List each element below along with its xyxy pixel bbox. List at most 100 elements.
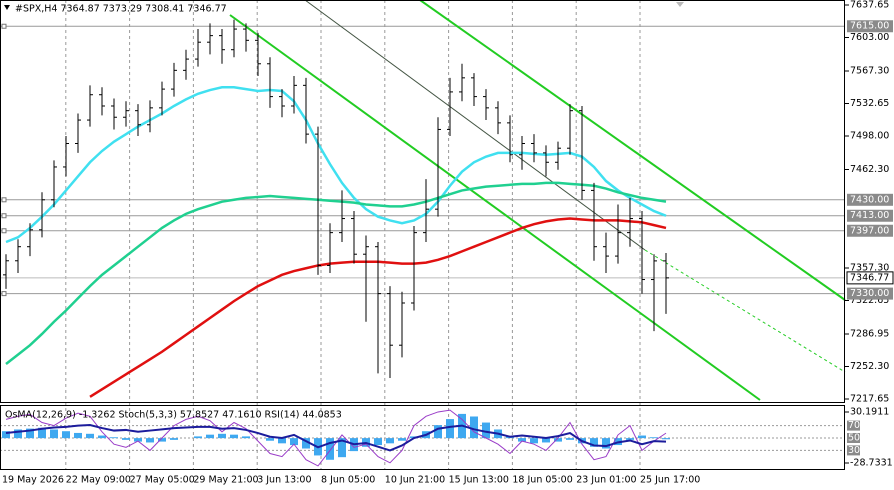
y2-tick-label: 30 (848, 445, 860, 456)
scroll-icon (676, 2, 684, 7)
x-tick-label: 23 Jun 01:00 (576, 475, 636, 486)
current-price-label: 7346.77 (850, 272, 889, 283)
x-tick-label: 8 Jun 05:00 (321, 475, 375, 486)
histogram-bar (110, 437, 118, 439)
histogram-bar (74, 432, 82, 439)
plot (2, 19, 670, 467)
moving-average (5, 85, 667, 244)
histogram-bar (278, 438, 286, 444)
level-handle (1, 291, 7, 297)
histogram-bar (14, 429, 22, 439)
level-label-box (847, 224, 893, 237)
x-tick-label: 19 May 2026 (2, 475, 64, 486)
level-label: 7330.00 (850, 288, 889, 299)
y-tick-label: 7322.65 (850, 295, 889, 306)
histogram-bar (26, 428, 34, 439)
histogram-bar (446, 419, 454, 439)
histogram-bar (398, 438, 406, 441)
x-tick-label: 25 Jun 17:00 (640, 475, 700, 486)
level-handle (1, 213, 7, 219)
histogram-bar (170, 438, 178, 440)
y-tick-label: 30.1911 (850, 407, 889, 418)
y-tick-label: 7532.65 (850, 98, 889, 109)
y-tick-label: -28.7331 (850, 458, 893, 469)
x-tick-label: 18 Jun 05:00 (512, 475, 572, 486)
histogram-bar (518, 438, 526, 442)
level-label-box (847, 287, 893, 300)
histogram-bar (650, 437, 658, 439)
level-label-box (847, 445, 860, 456)
histogram-bar (86, 433, 94, 439)
histogram-bar (38, 427, 46, 439)
histogram-bar (482, 422, 490, 439)
trend-line (304, 0, 646, 251)
level-label: 7615.00 (850, 21, 889, 32)
histogram-bar (146, 438, 154, 443)
histogram-bar (386, 438, 394, 444)
x-tick-label: 27 May 05:00 (130, 475, 195, 486)
y-tick-label: 7498.00 (850, 131, 889, 142)
histogram-bar (206, 434, 214, 439)
grid (0, 0, 845, 470)
oscillator-line (5, 423, 667, 452)
histogram-bar (374, 438, 382, 446)
histogram-bar (158, 438, 166, 442)
y-tick-label: 7357.30 (850, 262, 889, 273)
x-tick-label: 22 May 09:00 (66, 475, 131, 486)
histogram-bar (134, 438, 142, 442)
histogram-bar (662, 438, 670, 440)
histogram-bar (62, 431, 70, 439)
level-handle (1, 228, 7, 234)
main-frame (0, 0, 845, 403)
y-tick-label: 7286.95 (850, 328, 889, 339)
level-label-box (847, 433, 860, 443)
histogram-bar (290, 438, 298, 446)
title-icon (4, 5, 10, 10)
level-label: 7413.00 (850, 210, 889, 221)
histogram-bar (626, 438, 634, 440)
y-tick-label: 7637.65 (850, 0, 889, 11)
indicator-label: OsMA(12,26,9) -1.3262 Stoch(5,3,3) 57.85… (5, 410, 342, 421)
histogram-bar (338, 438, 346, 458)
level-label-box (847, 420, 860, 431)
chart-title: #SPX,H4 7364.87 7373.29 7308.41 7346.77 (15, 4, 227, 15)
histogram-bar (302, 438, 310, 449)
histogram-bar (230, 434, 238, 439)
x-tick-label: 3 Jun 13:00 (257, 475, 311, 486)
indicator-frame (0, 405, 845, 470)
level-label: 7430.00 (850, 194, 889, 205)
level-label-box (847, 20, 893, 33)
histogram-bar (638, 435, 646, 439)
histogram-bar (554, 438, 562, 442)
channel-line (229, 14, 761, 401)
y-tick-label: 7603.00 (850, 32, 889, 43)
histogram-bar (542, 438, 550, 443)
histogram-bar (434, 425, 442, 439)
x-tick-label: 29 May 21:00 (193, 475, 258, 486)
histogram-bar (242, 436, 250, 439)
histogram-bar (194, 436, 202, 439)
histogram-bar (326, 438, 334, 460)
level-handle (1, 23, 7, 29)
histogram-bar (590, 438, 598, 447)
current-price-box (846, 271, 894, 285)
histogram-bar (530, 438, 538, 444)
histogram-bar (266, 438, 274, 441)
y-tick-label: 7252.30 (850, 361, 889, 372)
histogram-bar (98, 435, 106, 439)
level-label: 7397.00 (850, 225, 889, 236)
y-tick-label: 7462.30 (850, 164, 889, 175)
level-handle (1, 197, 7, 203)
histogram-bar (50, 429, 58, 439)
histogram-bar (218, 433, 226, 439)
level-label-box (847, 209, 893, 222)
trend-lines (229, 0, 846, 401)
histogram-bar (470, 416, 478, 439)
histogram-bar (2, 431, 10, 439)
level-label-box (847, 193, 893, 206)
moving-average (5, 181, 667, 365)
x-tick-label: 15 Jun 13:00 (449, 475, 509, 486)
y-tick-label: 7567.30 (850, 65, 889, 76)
y2-tick-label: 70 (848, 420, 860, 431)
